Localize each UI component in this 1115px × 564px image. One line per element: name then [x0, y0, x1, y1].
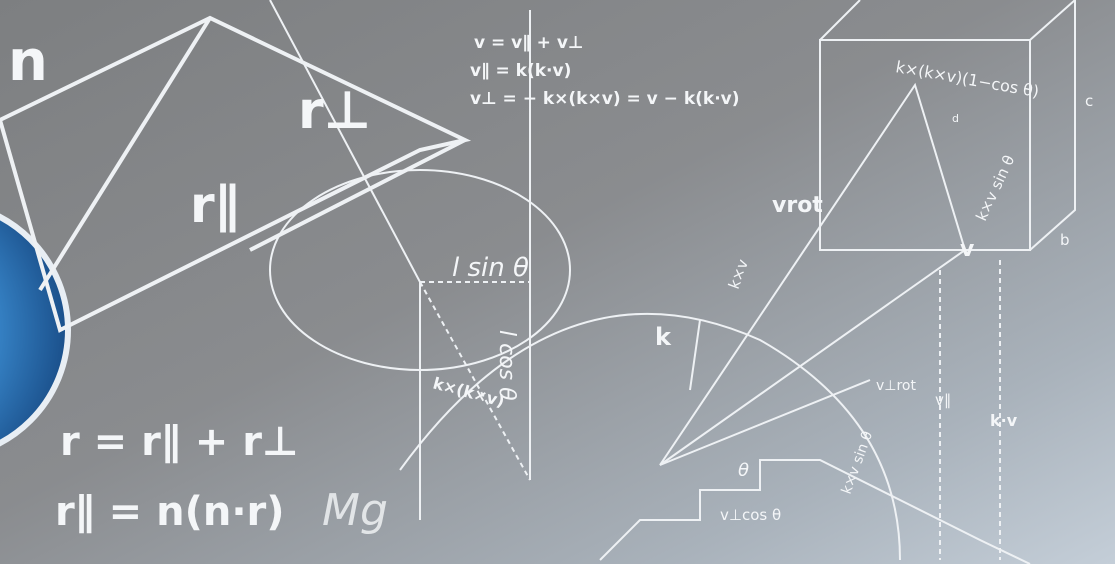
- formula-text: v⊥ = − k×(k×v) = v − k(k·v): [470, 89, 740, 109]
- formula-text: v: [960, 237, 975, 262]
- formula-text: r⊥: [298, 81, 371, 141]
- formula-text: v⊥cos θ: [720, 506, 781, 524]
- formula-text: d: [952, 112, 959, 125]
- formula-text: b: [1060, 231, 1070, 249]
- formula-text: θ: [738, 460, 749, 481]
- formula-text: v⊥rot: [876, 378, 916, 394]
- formula-text: r∥: [190, 176, 240, 234]
- formula-text: vrot: [772, 193, 823, 218]
- formula-text: c: [1085, 92, 1093, 110]
- formula-text: k: [655, 323, 672, 351]
- formula-text: l sin θ: [452, 253, 529, 283]
- formula-text: n: [8, 29, 48, 94]
- formula-text: r∥ = n(n·r): [55, 489, 285, 535]
- formula-text: v = v∥ + v⊥: [474, 33, 583, 53]
- chalkboard-image: n r⊥ r∥ v = v∥ + v⊥ v∥ = k(k·v) v⊥ = − k…: [0, 0, 1115, 564]
- formula-text: v∥: [935, 391, 951, 409]
- formula-text: r = r∥ + r⊥: [60, 419, 298, 465]
- formula-text: Mg: [322, 485, 388, 536]
- formula-text: k·v: [990, 411, 1018, 430]
- formula-text: v∥ = k(k·v): [470, 61, 571, 81]
